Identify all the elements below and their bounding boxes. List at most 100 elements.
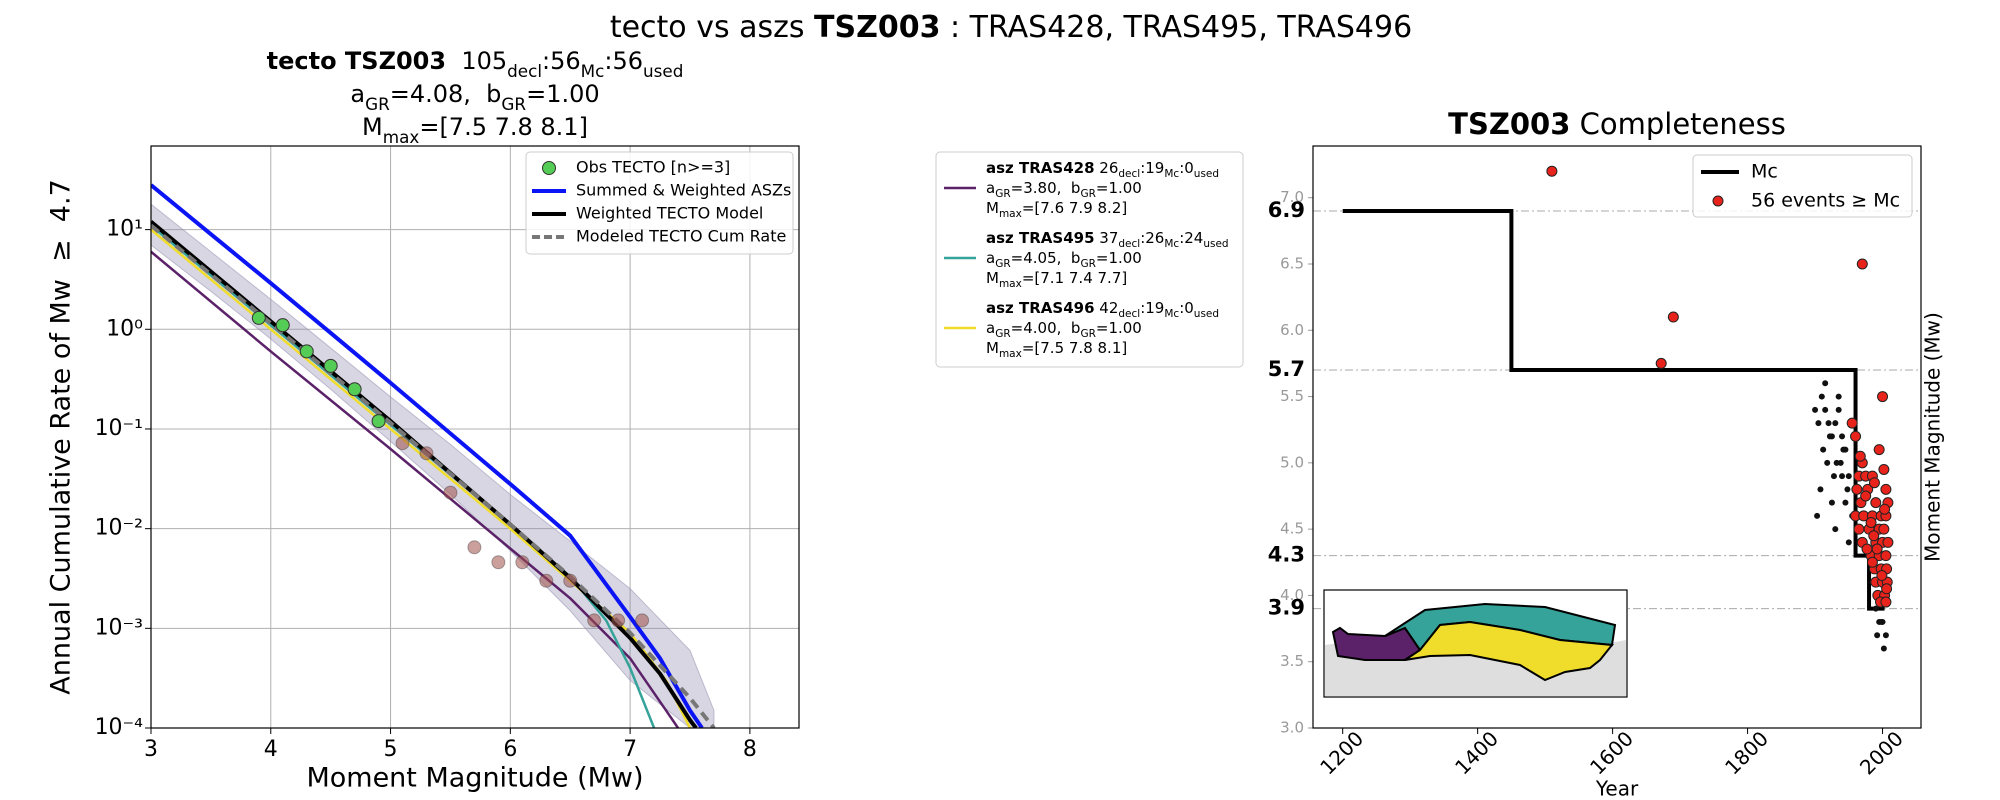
- mc-tick-label: 6.9: [1268, 198, 1305, 222]
- asz-legend-text-part: =1.00: [1096, 179, 1142, 197]
- y-axis-label: Moment Magnitude (Mw): [1921, 312, 1945, 562]
- legend-marker: [1712, 195, 1724, 207]
- x-axis-label: Year: [1595, 777, 1639, 800]
- chart-title-part: =1.00: [526, 80, 600, 108]
- x-tick-label: 2000: [1855, 726, 1908, 779]
- inset-map: [1323, 589, 1628, 698]
- confidence-band: [151, 203, 715, 728]
- below-mc-point: [1818, 393, 1825, 400]
- legend-box: [1692, 154, 1913, 218]
- below-mc-point: [1882, 632, 1889, 639]
- obs-point: [251, 310, 266, 325]
- asz-legend-text-part: decl: [1118, 168, 1140, 180]
- mc-tick-label: 3.9: [1268, 596, 1305, 620]
- y-tick-label: 4.0: [1280, 586, 1304, 604]
- below-mc-point: [1874, 632, 1881, 639]
- chart-title-part: max: [383, 127, 420, 147]
- asz-legend-text-part: asz TRAS495: [986, 229, 1095, 247]
- below-mc-point: [1822, 406, 1829, 413]
- event-point: [1868, 477, 1880, 489]
- obs-point: [563, 573, 578, 588]
- legend-label: Mc: [1751, 161, 1778, 183]
- asz-legend-text-part: Mc: [1164, 238, 1179, 250]
- asz-legend-text: aGR=3.80, bGR=1.00: [986, 179, 1142, 201]
- event-point: [1861, 543, 1873, 555]
- asz-legend-text: asz TRAS428 26decl:19Mc:0used: [986, 159, 1219, 181]
- below-mc-point: [1820, 446, 1827, 453]
- asz-legend-text: Mmax=[7.6 7.9 8.2]: [986, 199, 1127, 221]
- obs-point: [587, 613, 602, 628]
- asz-legend-text-part: asz TRAS496: [986, 299, 1095, 317]
- asz-legend-text-part: 37: [1095, 229, 1119, 247]
- event-point: [1880, 483, 1892, 495]
- event-point: [1865, 517, 1877, 529]
- obs-point: [419, 446, 434, 461]
- asz-legend-text-part: a: [986, 249, 995, 267]
- event-point: [1853, 523, 1865, 535]
- asz-legend-text-part: =4.05, b: [1011, 249, 1081, 267]
- below-mc-point: [1878, 618, 1885, 625]
- y-tick-label: 10⁻¹: [95, 416, 143, 441]
- below-mc-point: [1840, 446, 1847, 453]
- below-mc-point: [1824, 459, 1831, 466]
- asz-legend-text-part: Mc: [1164, 308, 1179, 320]
- event-point: [1850, 430, 1862, 442]
- asz-legend-text-part: =4.00, b: [1011, 319, 1081, 337]
- asz-legend-text-part: GR: [995, 188, 1010, 200]
- asz-legend-text: Mmax=[7.5 7.8 8.1]: [986, 339, 1127, 361]
- chart-title-part: GR: [365, 94, 390, 114]
- x-tick-label: 3: [144, 737, 158, 762]
- event-point: [1880, 550, 1892, 562]
- event-point: [1879, 503, 1891, 515]
- chart-title-part: decl: [507, 61, 542, 81]
- below-mc-point: [1844, 486, 1851, 493]
- y-tick-label: 10⁻⁴: [95, 715, 144, 740]
- y-tick-label: 10¹: [106, 217, 143, 242]
- asz-legend-text-part: GR: [1080, 188, 1095, 200]
- asz-legend-text-part: a: [986, 179, 995, 197]
- suptitle-part: TSZ003: [814, 10, 940, 45]
- below-mc-point: [1828, 499, 1835, 506]
- x-tick-label: 1800: [1720, 726, 1773, 779]
- y-axis-label: Annual Cumulative Rate of Mw ≥ 4.7: [46, 179, 77, 695]
- chart-title-part: :56: [542, 47, 581, 75]
- suptitle-part: tecto vs aszs: [610, 10, 814, 45]
- legend-label: Weighted TECTO Model: [576, 204, 763, 223]
- model-line: [151, 183, 704, 728]
- suptitle: tecto vs aszs TSZ003 : TRAS428, TRAS495,…: [610, 10, 1412, 45]
- asz-legend-text: asz TRAS495 37decl:26Mc:24used: [986, 229, 1229, 251]
- obs-point: [347, 382, 362, 397]
- obs-point: [323, 358, 338, 373]
- below-mc-point: [1830, 473, 1837, 480]
- asz-legend-text-part: max: [999, 208, 1022, 220]
- x-tick-label: 7: [623, 737, 637, 762]
- event-point: [1655, 357, 1667, 369]
- left-plot: [151, 146, 799, 728]
- x-tick-label: 8: [743, 737, 757, 762]
- asz-legend-text: aGR=4.00, bGR=1.00: [986, 319, 1142, 341]
- legend-box: [525, 151, 794, 255]
- asz-legend-text-part: used: [1203, 238, 1228, 250]
- asz-legend-text-part: :24: [1179, 229, 1203, 247]
- event-point: [1846, 417, 1858, 429]
- y-tick-label: 10⁰: [106, 316, 143, 341]
- asz-legend-text: aGR=4.05, bGR=1.00: [986, 249, 1142, 271]
- event-point: [1878, 463, 1890, 475]
- below-mc-point: [1842, 499, 1849, 506]
- legend-marker: [542, 161, 556, 175]
- asz-legend-text-part: :0: [1179, 299, 1194, 317]
- event-point: [1860, 490, 1872, 502]
- event-point: [1877, 391, 1889, 403]
- mc-step-line: [1342, 208, 1885, 611]
- obs-point: [611, 613, 626, 628]
- below-mc-point: [1825, 420, 1832, 427]
- below-mc-point: [1832, 420, 1839, 427]
- below-mc-point: [1839, 473, 1846, 480]
- asz-legend-text-part: GR: [995, 328, 1010, 340]
- below-mc-point: [1839, 433, 1846, 440]
- below-mc-point: [1880, 645, 1887, 652]
- event-point: [1878, 523, 1890, 535]
- y-tick-label: 6.5: [1280, 254, 1304, 272]
- asz-legend-text-part: =[7.6 7.9 8.2]: [1022, 199, 1127, 217]
